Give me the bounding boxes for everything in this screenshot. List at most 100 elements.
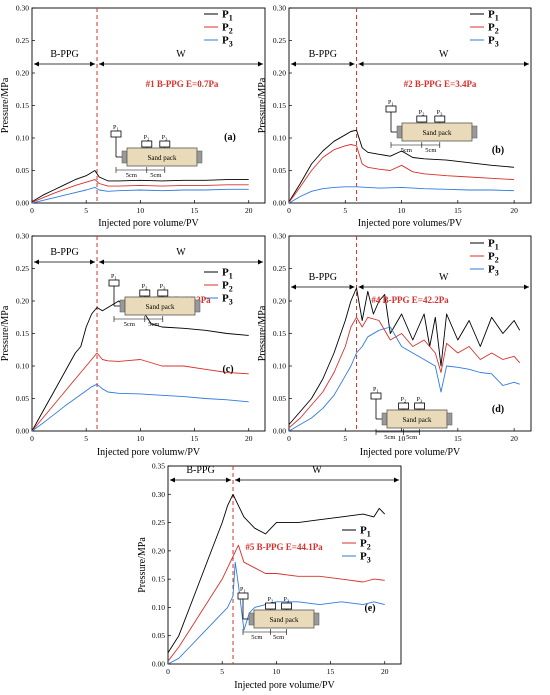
y-axis-label: Pressure/MPa xyxy=(257,305,268,361)
gauge-label-P1: P1 xyxy=(240,587,246,594)
arrowhead-mid-right-icon xyxy=(99,61,105,67)
arrowhead-mid-left-icon xyxy=(90,259,96,265)
series-line-P2 xyxy=(31,179,249,203)
x-tick-label-4: 20 xyxy=(510,434,518,443)
series-line-P3 xyxy=(31,186,249,204)
gauge-icon-P1 xyxy=(108,279,120,287)
x-tick-label-2: 10 xyxy=(137,434,145,443)
x-tick-label-0: 0 xyxy=(287,434,291,443)
y-tick-label-7: 0.35 xyxy=(152,462,165,471)
gauge-label-P2: P2 xyxy=(142,284,148,291)
y-tick-label-2: 0.10 xyxy=(152,603,165,612)
x-tick-label-1: 5 xyxy=(343,434,347,443)
chart-panel-b: 0.00 0.05 0.10 0.15 0.20 0.25 0.30 0 5 10 15 20 Inje… xyxy=(257,4,532,229)
spacing-label-1: 5cm xyxy=(384,434,395,441)
spacing-label-2: 5cm xyxy=(406,434,417,441)
end-cap-left-icon xyxy=(248,612,255,626)
end-cap-right-icon xyxy=(313,612,320,626)
x-axis-label: Injected pore volume/PV xyxy=(98,218,199,229)
phase-label-water: W xyxy=(439,272,449,283)
arrowhead-left-icon xyxy=(291,284,296,290)
x-axis-label: Injected pore volumw/PV xyxy=(97,447,201,458)
x-tick-label-2: 10 xyxy=(137,206,145,215)
chart-panel-e: 0.00 0.05 0.10 0.15 0.20 0.25 0.30 0.35 0 5 10 15 20… xyxy=(137,462,402,691)
gauge-icon-P1 xyxy=(237,592,249,600)
arrowhead-mid-right-icon xyxy=(235,477,241,483)
y-tick-label-5: 0.25 xyxy=(152,518,165,527)
x-tick-label-1: 5 xyxy=(343,206,347,215)
gauge-icon-P3 xyxy=(414,402,426,410)
arrowhead-right-icon xyxy=(524,61,529,67)
gauge-icon-P2 xyxy=(265,602,277,610)
legend-label-P3: P3 xyxy=(360,551,371,565)
series-line-P1 xyxy=(288,287,521,425)
y-tick-label-2: 0.10 xyxy=(273,134,286,143)
y-tick-label-3: 0.15 xyxy=(152,575,165,584)
end-cap-left-icon xyxy=(381,412,388,426)
experiment-annotation: #1 B-PPG E=0.7Pa xyxy=(146,79,219,89)
y-tick-label-6: 0.30 xyxy=(273,232,286,241)
y-tick-label-0: 0.00 xyxy=(273,427,286,436)
experiment-annotation: #5 B-PPG E=44.1Pa xyxy=(245,542,323,552)
spacing-label-2: 5cm xyxy=(148,321,159,328)
legend-label-P1: P1 xyxy=(488,9,499,23)
plot-frame xyxy=(31,7,266,204)
y-tick-label-0: 0.00 xyxy=(16,199,29,208)
plot-frame xyxy=(167,465,402,665)
spacing-label-1: 5cm xyxy=(401,147,412,154)
y-tick-label-5: 0.25 xyxy=(16,264,29,273)
panel-label: (a) xyxy=(224,132,236,143)
sandpack-schematic: P1 P2 P3 Sand pack 5cm 5cm xyxy=(370,387,453,441)
arrowhead-mid-right-icon xyxy=(99,259,105,265)
y-axis-label: Pressure/MPa xyxy=(257,77,268,133)
spacing-label-1: 5cm xyxy=(251,634,262,641)
spacing-label-1: 5cm xyxy=(124,321,135,328)
y-tick-label-3: 0.15 xyxy=(273,329,286,338)
series-line-P2 xyxy=(31,352,249,432)
y-axis-label: Pressure/MPa xyxy=(0,77,11,133)
end-cap-left-icon xyxy=(121,150,128,164)
y-tick-label-4: 0.20 xyxy=(16,297,29,306)
phase-label-water: W xyxy=(176,49,186,60)
arrowhead-left-icon xyxy=(34,61,39,67)
gauge-label-P1: P1 xyxy=(113,125,119,132)
end-cap-right-icon xyxy=(196,150,203,164)
series-line-P1 xyxy=(31,300,249,432)
gauge-label-P3: P3 xyxy=(160,284,166,291)
y-tick-label-5: 0.25 xyxy=(16,36,29,45)
gauge-label-P2: P2 xyxy=(268,597,274,604)
y-tick-label-4: 0.20 xyxy=(152,546,165,555)
series-line-P2 xyxy=(288,144,515,203)
sandpack-schematic: P1 P2 P3 Sand pack 5cm 5cm xyxy=(110,125,203,179)
legend-label-P2: P2 xyxy=(488,251,499,265)
x-tick-label-0: 0 xyxy=(30,206,34,215)
x-tick-label-1: 5 xyxy=(220,667,224,676)
arrowhead-mid-left-icon xyxy=(226,477,232,483)
gauge-label-P1: P1 xyxy=(111,274,117,281)
x-tick-label-4: 20 xyxy=(245,434,253,443)
panel-label: (b) xyxy=(492,145,504,156)
y-tick-label-1: 0.05 xyxy=(273,394,286,403)
phase-label-bppg: B-PPG xyxy=(309,49,337,60)
phase-label-water: W xyxy=(312,465,322,476)
chart-panel-c: 0.00 0.05 0.10 0.15 0.20 0.25 0.30 0 5 10 15 20 Inje… xyxy=(0,232,266,458)
y-tick-label-3: 0.15 xyxy=(16,329,29,338)
series-line-P2 xyxy=(167,544,385,662)
x-tick-label-3: 15 xyxy=(191,206,199,215)
phase-label-bppg: B-PPG xyxy=(309,272,337,283)
gauge-icon-P3 xyxy=(159,140,171,148)
gauge-icon-P3 xyxy=(157,289,169,297)
gauge-label-P2: P2 xyxy=(144,135,150,142)
series-line-P1 xyxy=(288,129,515,202)
gauge-icon-P2 xyxy=(141,140,153,148)
series-line-P1 xyxy=(167,493,386,653)
series-line-P2 xyxy=(288,316,521,429)
gauge-label-P1: P1 xyxy=(373,387,379,394)
gauge-icon-P3 xyxy=(281,602,293,610)
